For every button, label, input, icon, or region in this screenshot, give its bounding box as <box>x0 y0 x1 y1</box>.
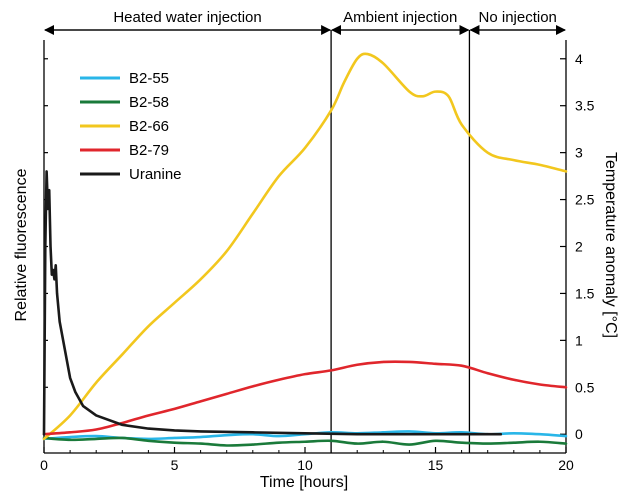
x-tick-label: 20 <box>558 457 574 473</box>
series-line-b2-66 <box>42 52 568 441</box>
legend-item: Uranine <box>80 166 182 183</box>
y-axis-label-left: Relative fluorescence <box>13 168 30 321</box>
y-axis-label-right: Temperature anomaly [°C] <box>602 152 619 338</box>
legend-item: B2-66 <box>80 118 169 135</box>
legend-item: B2-58 <box>80 94 169 111</box>
x-tick-label: 15 <box>428 457 444 473</box>
y-right-tick-label: 0 <box>575 426 583 442</box>
y-right-tick-label: 1 <box>575 332 583 348</box>
legend-label: B2-55 <box>129 70 169 87</box>
legend-label: B2-58 <box>129 94 169 111</box>
legend-label: Uranine <box>129 166 182 183</box>
phase-label: No injection <box>479 9 557 26</box>
y-right-tick-label: 3 <box>575 145 583 161</box>
legend-label: B2-79 <box>129 142 169 159</box>
series-lines <box>42 52 568 447</box>
legend-item: B2-79 <box>80 142 169 159</box>
y-right-tick-label: 3.5 <box>575 98 595 114</box>
legend-item: B2-55 <box>80 70 169 87</box>
series-line-b2-79 <box>42 360 568 436</box>
phase-label: Heated water injection <box>113 9 261 26</box>
legend: B2-55 B2-58 B2-66 B2-79 Uranine <box>80 70 182 183</box>
x-tick-label: 0 <box>40 457 48 473</box>
x-axis-label: Time [hours] <box>260 474 348 491</box>
phase-annotations: Heated water injection Ambient injection N… <box>44 9 566 453</box>
series-line-uranine <box>42 170 503 436</box>
y-right-tick-label: 2 <box>575 239 583 255</box>
y-right-tick-label: 0.5 <box>575 379 595 395</box>
legend-label: B2-66 <box>129 118 169 135</box>
y-right-tick-label: 1.5 <box>575 285 595 301</box>
y-right-tick-label: 4 <box>575 51 583 67</box>
phase-label: Ambient injection <box>343 9 457 26</box>
x-tick-label: 10 <box>297 457 313 473</box>
y-right-tick-label: 2.5 <box>575 192 595 208</box>
x-tick-label: 5 <box>171 457 179 473</box>
series-line-b2-58 <box>42 436 568 447</box>
